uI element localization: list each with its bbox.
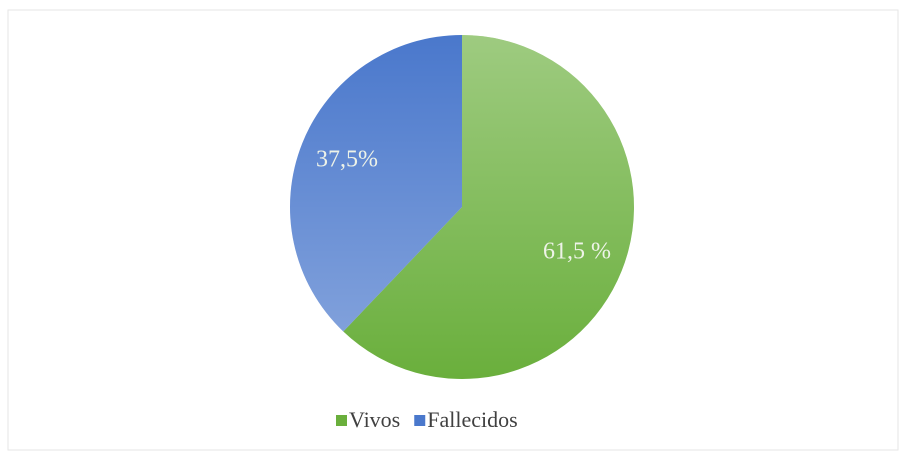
legend: Vivos Fallecidos: [336, 407, 518, 432]
data-label: 37,5%: [316, 146, 378, 172]
pie: 61,5 % 37,5%: [289, 35, 634, 379]
chart-frame: [7, 9, 899, 451]
slice-shade: [289, 35, 462, 332]
legend-swatch: [414, 415, 426, 426]
legend-label: Fallecidos: [427, 407, 517, 432]
data-label: 61,5 %: [543, 239, 611, 265]
slice-shade: [343, 35, 634, 379]
legend-swatch: [336, 415, 347, 426]
legend-label: Vivos: [349, 407, 400, 432]
